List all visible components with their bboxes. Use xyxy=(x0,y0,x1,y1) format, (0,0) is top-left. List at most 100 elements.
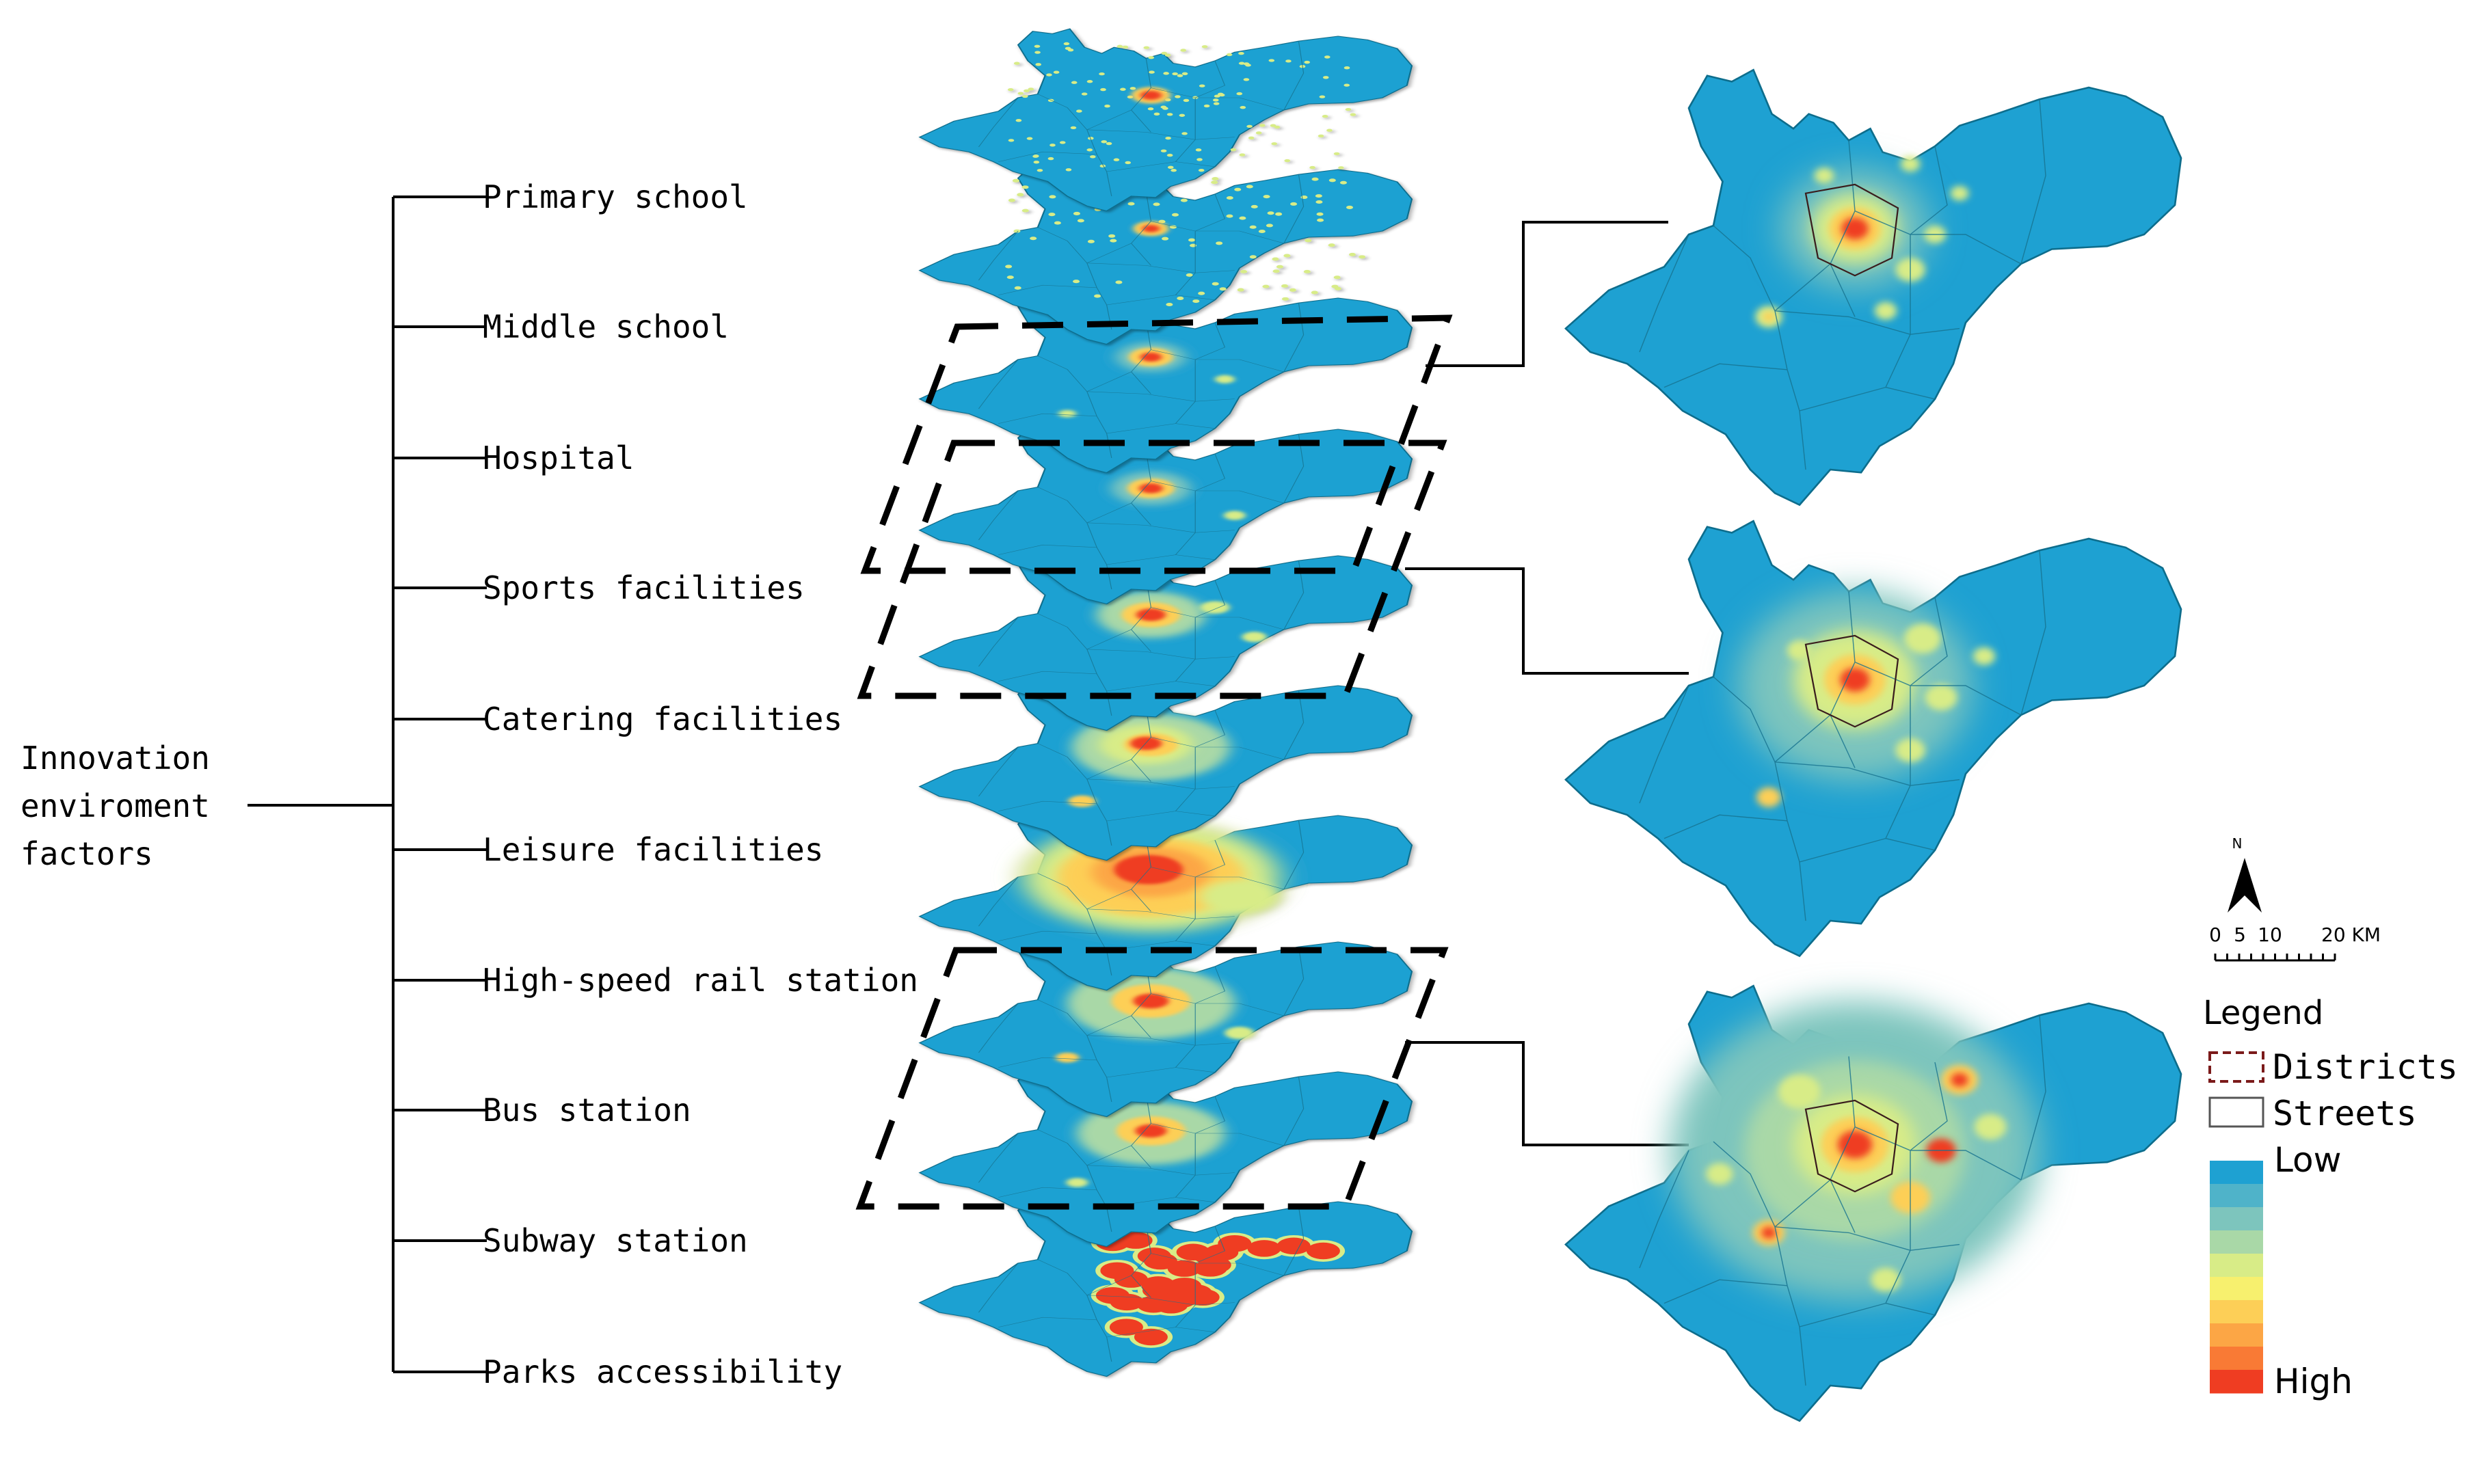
factor-label: Middle school xyxy=(483,308,729,345)
density-spot xyxy=(1165,136,1171,140)
density-spot xyxy=(1218,1235,1252,1252)
district-outline xyxy=(1804,183,1899,277)
density-spot xyxy=(1311,291,1318,295)
street-boundaries xyxy=(978,1206,1305,1362)
density-spot xyxy=(1305,239,1312,243)
density-spot xyxy=(1127,202,1135,206)
factor-label: High-speed rail station xyxy=(483,962,918,999)
living-group-box xyxy=(857,440,1447,699)
group-boxes xyxy=(855,314,1453,1210)
density-spot xyxy=(1169,225,1177,229)
street-boundaries xyxy=(1639,1015,2046,1386)
density-spot xyxy=(1153,112,1160,116)
stacked-layer-5 xyxy=(918,548,1413,731)
density-spot xyxy=(1268,59,1275,62)
legend-color-ramp xyxy=(2210,1161,2263,1394)
density-spot xyxy=(1177,296,1184,300)
density-spot xyxy=(1840,667,1870,692)
density-spot xyxy=(1192,299,1200,303)
density-spot xyxy=(1226,53,1233,57)
density-spot xyxy=(1049,195,1056,199)
density-layer xyxy=(1066,1102,1225,1187)
density-spot xyxy=(1148,56,1155,59)
density-spot xyxy=(1163,72,1169,75)
density-spot xyxy=(1214,94,1220,98)
density-spot xyxy=(1012,178,1019,183)
map-panel-2 xyxy=(1564,520,2182,958)
density-spot xyxy=(1247,1240,1281,1257)
density-spot xyxy=(1166,153,1173,157)
legend-districts-label: Districts xyxy=(2273,1047,2458,1087)
density-spot xyxy=(1099,72,1105,76)
density-spot xyxy=(1115,280,1123,284)
density-spot xyxy=(1147,107,1154,111)
legend-title: Legend xyxy=(2203,994,2323,1032)
density-spot xyxy=(1974,1114,2007,1140)
density-spot xyxy=(1324,55,1331,59)
density-spot xyxy=(1262,284,1270,288)
density-spot xyxy=(1086,80,1093,83)
density-spot xyxy=(1242,632,1267,643)
density-spot xyxy=(1201,45,1208,49)
density-spot xyxy=(1217,92,1224,96)
density-spot xyxy=(1030,237,1037,241)
stacked-layer-4 xyxy=(918,421,1413,605)
density-spot xyxy=(1109,1319,1143,1336)
density-spot xyxy=(1245,64,1251,67)
density-spot xyxy=(1706,1163,1733,1185)
density-spot xyxy=(1177,74,1184,77)
density-spot xyxy=(1172,72,1178,76)
legend-low-label: Low xyxy=(2274,1140,2341,1180)
stacked-layer-10 xyxy=(918,1193,1413,1377)
density-spot xyxy=(1258,229,1266,234)
density-spot xyxy=(1167,1260,1201,1277)
density-spot xyxy=(1272,257,1279,261)
legend-ramp-step xyxy=(2210,1300,2263,1324)
density-spot xyxy=(1215,375,1235,383)
street-boundaries xyxy=(978,174,1305,330)
density-spot xyxy=(1065,46,1071,50)
scale-tick-10: 10 xyxy=(2258,923,2282,946)
density-spot xyxy=(1143,46,1150,49)
density-spot xyxy=(1309,165,1315,170)
density-spot xyxy=(1113,158,1120,161)
city-base xyxy=(918,28,1413,212)
density-spot xyxy=(1129,87,1136,90)
density-spot xyxy=(1761,1226,1776,1239)
density-spot xyxy=(1874,301,1897,320)
density-layer xyxy=(1058,342,1235,418)
density-spot xyxy=(1065,168,1072,172)
density-spot xyxy=(1271,142,1278,146)
map-panels xyxy=(1564,68,2182,1422)
scale-tick-0: 0 xyxy=(2209,923,2221,946)
density-spot xyxy=(1841,217,1869,240)
density-spot xyxy=(1346,205,1354,209)
density-spot xyxy=(1134,1328,1168,1346)
density-spot xyxy=(1272,269,1280,273)
legend-ramp-step xyxy=(2210,1254,2263,1278)
density-spot xyxy=(1904,623,1941,654)
density-spot xyxy=(1032,154,1039,158)
density-spot xyxy=(1311,177,1319,181)
density-spot xyxy=(1238,62,1245,65)
density-spot xyxy=(1035,63,1042,66)
density-spot xyxy=(1006,275,1014,280)
density-spot xyxy=(1251,204,1258,208)
density-spot xyxy=(1188,238,1196,242)
density-spot xyxy=(1021,185,1029,189)
density-spot xyxy=(1338,166,1344,170)
panel-connectors xyxy=(1405,221,1689,1146)
density-spot xyxy=(1318,134,1324,138)
root-label-line-3: factors xyxy=(21,835,153,872)
density-layer xyxy=(1091,1229,1346,1348)
density-spot xyxy=(1237,288,1244,292)
density-spot xyxy=(1014,286,1021,290)
density-spot xyxy=(1315,194,1322,198)
density-spot xyxy=(1125,161,1132,165)
density-spot xyxy=(1284,159,1291,163)
density-spot xyxy=(1050,144,1056,147)
density-spot xyxy=(1871,1267,1901,1292)
street-boundaries xyxy=(978,303,1305,459)
density-layer xyxy=(1005,176,1366,307)
density-spot xyxy=(1267,211,1274,215)
